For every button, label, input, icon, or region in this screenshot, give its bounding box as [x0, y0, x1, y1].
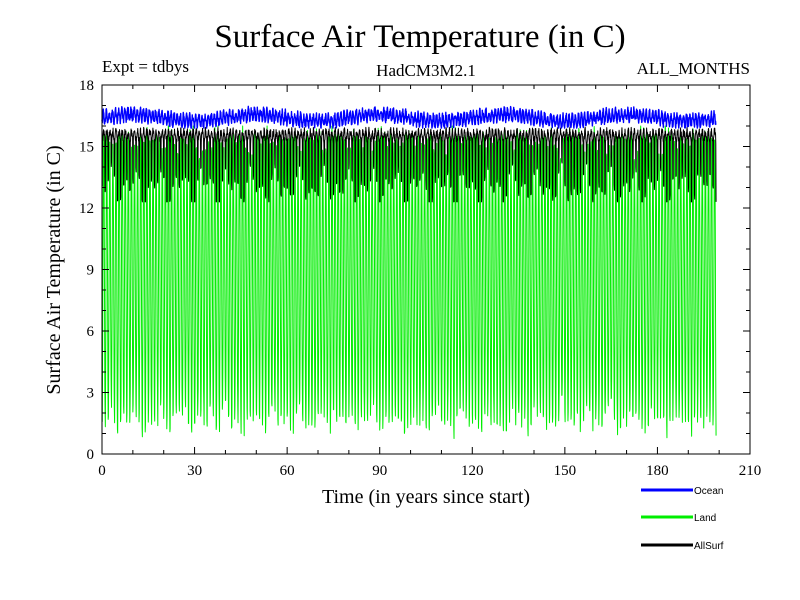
- legend-label-land: Land: [694, 513, 716, 524]
- x-tick-label: 30: [187, 463, 202, 479]
- chart-subtitle-right: ALL_MONTHS: [637, 59, 750, 78]
- y-tick-label: 15: [79, 140, 94, 156]
- x-tick-label: 0: [98, 463, 106, 479]
- y-tick-label: 18: [79, 78, 94, 94]
- chart-subtitle-center: HadCM3M2.1: [376, 61, 476, 80]
- series-line-ocean: [102, 106, 716, 128]
- x-tick-label: 150: [554, 463, 577, 479]
- x-tick-label: 120: [461, 463, 484, 479]
- x-tick-label: 90: [372, 463, 387, 479]
- chart-title: Surface Air Temperature (in C): [214, 19, 625, 55]
- plot-area: [102, 106, 716, 438]
- y-tick-label: 9: [87, 263, 95, 279]
- legend-label-allsurf: AllSurf: [694, 541, 724, 552]
- x-tick-label: 210: [739, 463, 762, 479]
- chart-subtitle-left: Expt = tdbys: [102, 57, 189, 76]
- x-axis-label: Time (in years since start): [322, 486, 530, 508]
- x-tick-label: 60: [280, 463, 295, 479]
- y-tick-label: 6: [87, 324, 95, 340]
- chart: Surface Air Temperature (in C) Expt = td…: [0, 0, 800, 600]
- legend-label-ocean: Ocean: [694, 486, 723, 497]
- y-tick-label: 0: [87, 447, 95, 463]
- y-axis-label: Surface Air Temperature (in C): [43, 145, 65, 394]
- y-tick-label: 12: [79, 201, 94, 217]
- legend: Ocean Land AllSurf: [641, 486, 724, 552]
- x-tick-label: 180: [646, 463, 669, 479]
- y-tick-label: 3: [87, 386, 95, 402]
